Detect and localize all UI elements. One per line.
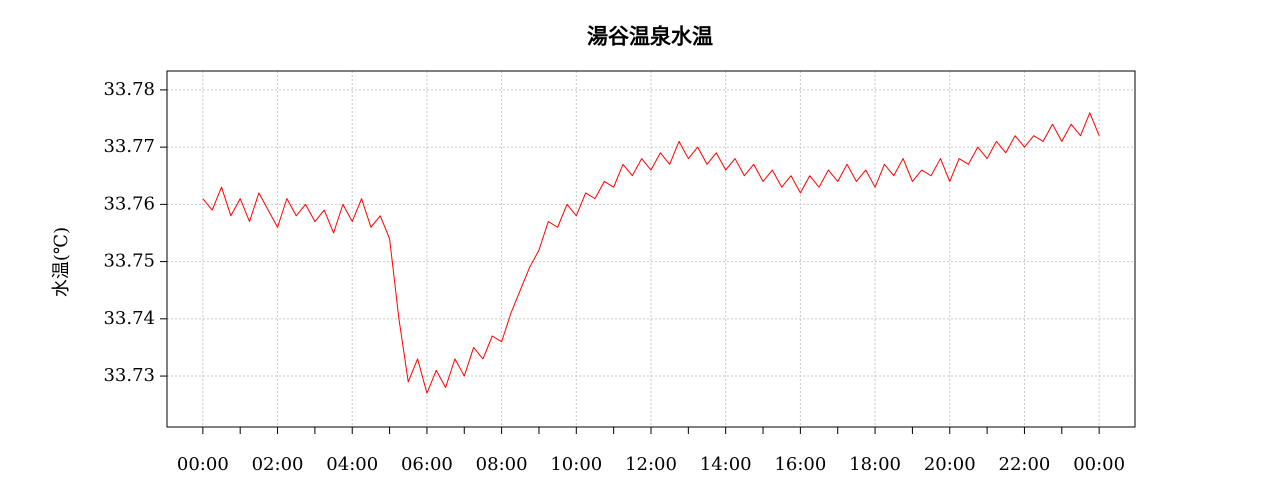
x-tick-label: 22:00 [999, 454, 1051, 475]
chart-title: 湯谷温泉水温 [587, 24, 713, 49]
x-tick-label: 00:00 [177, 454, 229, 475]
x-tick-label: 10:00 [550, 454, 602, 475]
y-tick-label: 33.77 [103, 136, 155, 157]
x-tick-label: 02:00 [252, 454, 304, 475]
x-tick-label: 04:00 [326, 454, 378, 475]
y-tick-label: 33.73 [103, 365, 155, 386]
x-tick-label: 06:00 [401, 454, 453, 475]
y-tick-label: 33.78 [103, 79, 155, 100]
x-tick-label: 12:00 [625, 454, 677, 475]
x-tick-label: 20:00 [924, 454, 976, 475]
x-tick-label: 16:00 [774, 454, 826, 475]
x-tick-label: 14:00 [700, 454, 752, 475]
x-tick-label: 18:00 [849, 454, 901, 475]
y-tick-label: 33.76 [103, 193, 155, 214]
x-tick-label: 00:00 [1073, 454, 1125, 475]
y-tick-label: 33.75 [103, 251, 155, 272]
y-tick-label: 33.74 [103, 308, 155, 329]
data-line [202, 112, 1100, 394]
y-axis-label: 水温(℃) [51, 227, 72, 297]
x-tick-label: 08:00 [476, 454, 528, 475]
plot-frame [166, 70, 1136, 428]
